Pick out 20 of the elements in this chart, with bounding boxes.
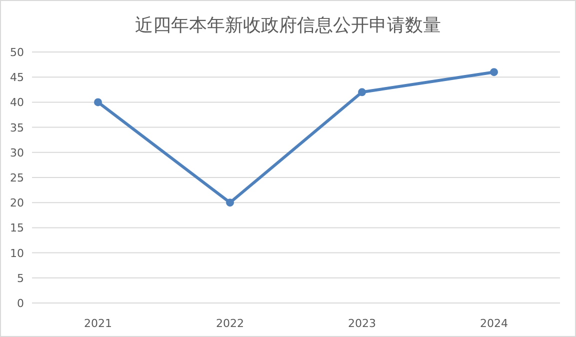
y-tick-label: 50: [10, 46, 24, 59]
point: [358, 88, 366, 96]
y-tick-label: 10: [10, 246, 24, 260]
y-tick-label: 35: [10, 121, 24, 134]
point: [226, 198, 234, 207]
y-tick-label: 25: [10, 172, 24, 184]
y-tick-label: 15: [10, 222, 24, 235]
y-tick-label: 30: [10, 146, 24, 160]
y-tick-label: 45: [10, 71, 24, 84]
y-tick-label: 0: [17, 297, 24, 310]
point: [94, 98, 102, 106]
x-tick-label: 2024: [480, 317, 508, 330]
y-tick-label: 5: [17, 272, 24, 285]
x-tick-label: 2021: [84, 317, 112, 330]
x-tick-label: 2022: [216, 317, 244, 330]
point: [490, 68, 498, 76]
y-tick-label: 40: [10, 96, 24, 110]
x-tick-label: 2023: [348, 317, 376, 330]
chart-title: 近四年本年新收政府信息公开申请数量: [135, 15, 441, 36]
y-tick-label: 20: [10, 196, 24, 210]
